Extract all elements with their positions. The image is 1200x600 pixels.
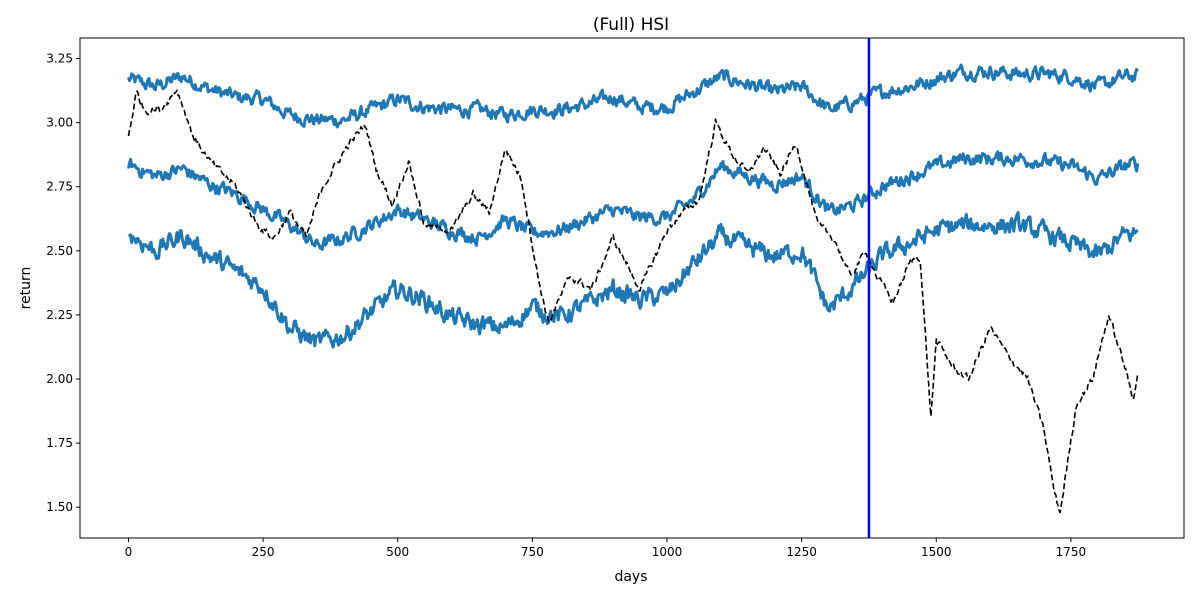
x-tick-label: 1250 [786,545,817,559]
x-tick-label: 750 [521,545,544,559]
x-axis: 0 250 500 750 1000 1250 1500 1750 [125,538,1087,559]
plot-frame [79,37,1185,539]
x-tick-label: 1000 [652,545,683,559]
dashed-series-line [127,89,1139,514]
y-tick-label: 3.00 [46,116,73,130]
series-line-2 [127,150,1140,251]
y-tick-label: 2.25 [46,308,73,322]
y-tick-label: 1.50 [46,500,73,514]
x-tick-label: 1750 [1056,545,1087,559]
y-tick-label: 2.75 [46,180,73,194]
y-tick-label: 1.75 [46,436,73,450]
chart-title: (Full) HSI [593,15,669,35]
series-line-3 [128,211,1139,349]
y-tick-label: 2.50 [46,244,73,258]
y-axis: 1.50 1.75 2.00 2.25 2.50 2.75 3.00 3.25 [46,52,80,514]
x-tick-label: 1500 [921,545,952,559]
series-line-1 [127,63,1139,129]
x-axis-label: days [614,569,647,585]
x-tick-label: 250 [252,545,275,559]
series-layer [127,63,1140,514]
y-tick-label: 3.25 [46,52,73,66]
y-tick-label: 2.00 [46,372,73,386]
x-tick-label: 0 [125,545,133,559]
y-axis-label: return [18,267,34,310]
x-tick-label: 500 [386,545,409,559]
